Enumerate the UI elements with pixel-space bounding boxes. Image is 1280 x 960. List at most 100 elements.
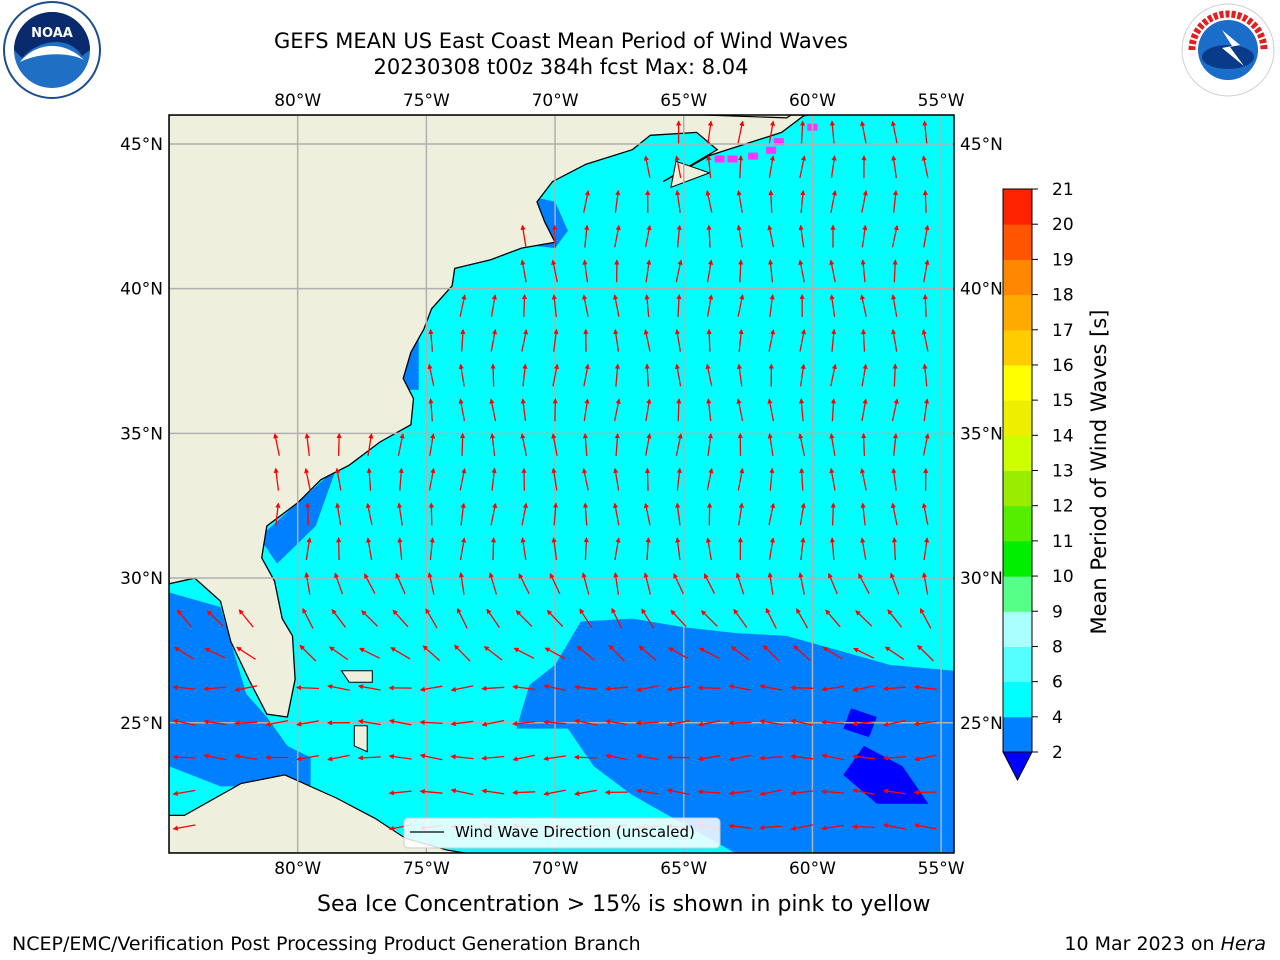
wave-direction-arrow-105: [830, 363, 837, 387]
wave-direction-arrow-363: [574, 789, 597, 797]
wave-direction-arrow-344: [573, 754, 597, 760]
wave-direction-arrow-216: [395, 572, 406, 595]
wave-direction-arrow-323: [697, 720, 721, 727]
wave-direction-arrow-148: [273, 467, 280, 491]
wave-direction-arrow-312: [357, 719, 381, 726]
wave-direction-arrow-51: [706, 259, 714, 283]
wave-direction-arrow-66: [676, 293, 682, 318]
wave-direction-arrow-389: [790, 824, 814, 831]
wave-direction-arrow-314: [419, 719, 443, 725]
chart-subtitle: 20230308 t00z 384h fcst Max: 8.04: [373, 55, 749, 79]
wave-direction-arrow-43: [891, 224, 899, 248]
wave-direction-arrow-337: [357, 755, 381, 761]
wave-direction-arrow-47: [582, 259, 589, 283]
wave-direction-arrow-164: [769, 467, 775, 491]
wave-direction-arrow-366: [666, 788, 690, 796]
wave-direction-arrow-271: [608, 644, 625, 662]
wave-direction-arrow-310: [296, 720, 319, 727]
wave-direction-arrow-353: [851, 754, 875, 760]
wave-direction-arrow-13: [768, 155, 775, 179]
wave-direction-arrow-74: [922, 293, 928, 318]
wave-direction-arrow-274: [698, 647, 720, 659]
wave-direction-arrow-165: [799, 467, 805, 491]
wave-direction-arrow-135: [551, 433, 558, 456]
wave-direction-arrow-305: [913, 684, 937, 690]
wave-direction-arrow-331: [172, 754, 196, 760]
wave-direction-arrow-133: [489, 432, 496, 456]
wave-direction-arrow-349: [728, 754, 752, 762]
wave-direction-arrow-351: [790, 754, 814, 760]
wave-direction-arrow-241: [425, 608, 438, 629]
wave-direction-arrow-201: [583, 537, 589, 561]
wave-direction-arrow-81: [613, 328, 620, 352]
wave-direction-arrow-161: [676, 467, 682, 491]
wave-direction-arrow-215: [364, 573, 376, 594]
wave-direction-arrow-68: [737, 294, 745, 317]
wave-direction-arrow-17: [891, 155, 897, 179]
wave-direction-arrow-186: [768, 502, 776, 526]
wave-direction-arrow-187: [799, 502, 806, 526]
bahamas-andros: [353, 725, 368, 753]
wave-direction-arrow-172: [335, 502, 342, 526]
colorbar-tick-label-1: 4: [1052, 708, 1063, 728]
wave-direction-arrow-109: [428, 398, 434, 422]
wave-direction-arrow-342: [512, 754, 536, 762]
wave-direction-arrow-6: [860, 120, 867, 144]
wave-direction-arrow-24: [736, 189, 743, 213]
wave-direction-arrow-296: [635, 685, 659, 692]
wave-direction-arrow-244: [515, 610, 533, 627]
wave-direction-arrow-388: [759, 824, 783, 831]
wave-direction-arrow-163: [737, 467, 745, 491]
sea-ice-cell-5: [773, 138, 784, 146]
wave-direction-arrow-224: [643, 572, 652, 595]
wave-direction-arrow-90: [891, 328, 898, 352]
colorbar-tick-label-5: 10: [1052, 567, 1074, 587]
wave-direction-arrow-125: [923, 398, 930, 422]
wave-direction-arrow-249: [670, 609, 687, 628]
wave-direction-arrow-79: [553, 328, 559, 352]
colorbar-segment-15: [1003, 189, 1032, 225]
wave-direction-arrow-112: [520, 398, 527, 422]
wave-direction-arrow-336: [327, 754, 350, 762]
wave-direction-arrow-202: [614, 537, 621, 561]
wave-direction-arrow-77: [490, 328, 498, 352]
wave-direction-arrow-134: [520, 433, 528, 456]
wave-direction-arrow-217: [427, 572, 435, 595]
wave-direction-arrow-45: [520, 259, 527, 283]
wave-direction-arrow-309: [265, 719, 289, 727]
wave-direction-arrow-2: [737, 120, 745, 144]
wave-direction-arrow-387: [728, 823, 752, 829]
wave-direction-arrow-303: [852, 685, 875, 692]
wave-direction-arrow-374: [913, 789, 937, 796]
wave-direction-arrow-4: [799, 120, 806, 144]
wave-direction-arrow-96: [552, 363, 560, 387]
wave-direction-arrow-280: [884, 646, 905, 660]
colorbar-tick-label-12: 17: [1052, 321, 1074, 341]
wave-direction-arrow-297: [666, 685, 690, 692]
wave-direction-arrow-28: [861, 189, 868, 213]
wave-direction-arrow-209: [829, 537, 836, 561]
wave-direction-arrow-101: [705, 363, 713, 387]
map-frame: [168, 114, 955, 854]
wave-direction-arrow-110: [458, 398, 466, 422]
sea-ice-cell-0: [714, 155, 725, 163]
wave-direction-arrow-27: [830, 189, 837, 213]
colorbar-segment-14: [1003, 224, 1032, 260]
wave-direction-arrow-282: [172, 684, 196, 690]
wave-direction-arrow-156: [521, 467, 527, 491]
wave-direction-arrow-23: [705, 190, 713, 213]
wave-direction-arrow-324: [728, 720, 752, 726]
colorbar-segment-12: [1003, 294, 1032, 331]
wave-direction-arrow-69: [769, 294, 775, 317]
colorbar-tick-label-15: 20: [1052, 215, 1074, 235]
wave-direction-arrow-203: [645, 537, 651, 561]
graticule-grid: [169, 115, 954, 853]
wave-direction-arrow-231: [858, 573, 870, 594]
wave-direction-arrow-298: [697, 685, 721, 691]
bahamas-grand-bahama: [340, 670, 373, 683]
wave-direction-arrow-211: [891, 537, 898, 561]
colorbar-extend-triangle: [1002, 751, 1033, 782]
lon-tick-bottom-1: 75°W: [403, 859, 450, 879]
wave-direction-arrow-142: [767, 432, 774, 456]
